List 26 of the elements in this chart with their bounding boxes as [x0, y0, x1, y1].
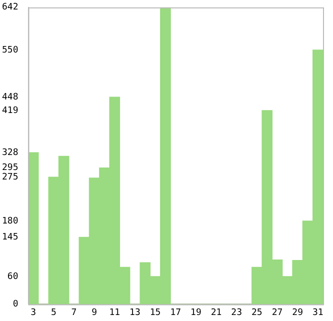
y-tick-label: 550: [2, 45, 18, 56]
y-tick-label: 180: [2, 216, 18, 226]
x-tick-label: 3: [30, 308, 36, 318]
y-tick-label: 145: [2, 232, 18, 243]
x-tick-label: 17: [170, 308, 182, 318]
x-tick-label: 27: [272, 308, 283, 318]
y-tick-label: 328: [2, 148, 18, 158]
x-tick-label: 5: [50, 308, 56, 318]
x-tick-label: 25: [252, 308, 262, 318]
y-tick-label: 275: [2, 172, 18, 182]
x-tick-label: 15: [150, 308, 161, 318]
x-tick-label: 7: [71, 308, 77, 318]
x-tick-label: 21: [210, 308, 222, 318]
y-tick-label: 448: [2, 92, 18, 102]
x-tick-label: 11: [109, 308, 120, 318]
x-tick-label: 31: [312, 308, 324, 318]
y-tick-label: 0: [12, 300, 18, 310]
y-tick-label: 295: [2, 163, 18, 174]
x-tick-label: 19: [190, 308, 202, 318]
x-tick-label: 29: [292, 308, 304, 318]
y-tick-label: 419: [2, 106, 18, 116]
y-tick-label: 60: [7, 272, 18, 282]
y-tick-label: 642: [2, 2, 18, 13]
x-tick-label: 9: [92, 308, 98, 318]
x-tick-label: 23: [231, 308, 242, 318]
x-tick-label: 13: [130, 308, 140, 318]
